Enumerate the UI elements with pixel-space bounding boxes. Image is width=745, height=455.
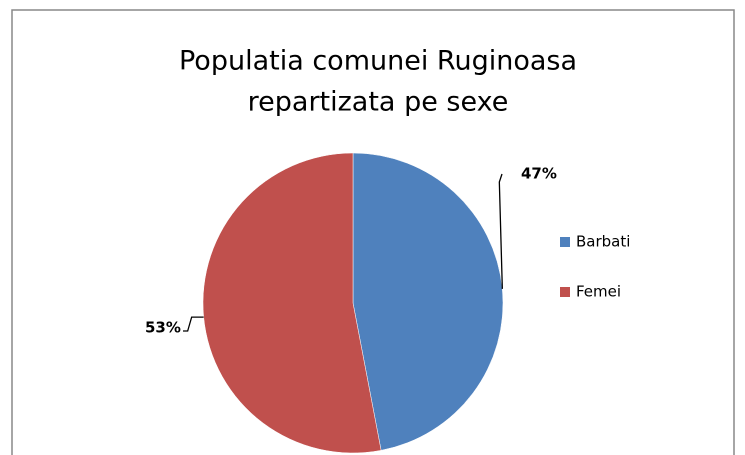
legend-label: Barbati <box>576 233 630 251</box>
chart-title: repartizata pe sexe <box>248 87 509 118</box>
legend-label: Femei <box>576 283 621 301</box>
chart-title: Populatia comunei Ruginoasa <box>179 46 577 77</box>
data-label: 47% <box>521 165 557 183</box>
legend-swatch <box>560 237 570 247</box>
pie-slice <box>202 152 382 454</box>
data-label: 53% <box>145 319 181 337</box>
leader-line <box>183 316 204 332</box>
pie-slice <box>352 152 504 451</box>
leader-line <box>498 173 503 289</box>
legend-swatch <box>560 287 570 297</box>
